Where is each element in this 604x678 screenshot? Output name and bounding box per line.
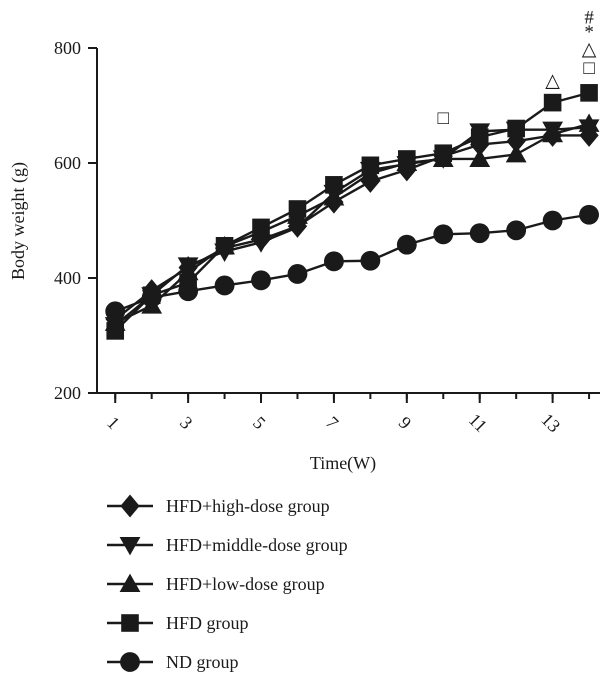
data-point	[252, 218, 270, 237]
legend-marker	[120, 652, 140, 672]
x-tick-label: 7	[322, 413, 343, 434]
data-point	[506, 220, 527, 241]
legend-label: ND group	[166, 652, 239, 672]
x-tick-label: 5	[249, 413, 270, 434]
y-tick-label: 800	[54, 38, 81, 58]
legend: HFD+high-dose group HFD+middle-dose group…	[107, 494, 348, 672]
significance-mark: #	[584, 7, 594, 28]
legend-label: HFD group	[166, 613, 249, 633]
x-tick-label: 3	[176, 413, 197, 434]
x-tick-label: 9	[395, 413, 416, 434]
data-point	[505, 143, 527, 163]
data-point	[324, 251, 344, 272]
data-point	[323, 187, 345, 206]
data-point	[542, 123, 564, 143]
data-point	[287, 219, 308, 238]
legend-item: HFD+high-dose group	[107, 494, 330, 518]
data-point	[288, 200, 307, 218]
data-point	[141, 287, 162, 308]
significance-mark: □	[438, 108, 450, 129]
legend-marker	[119, 573, 141, 592]
legend-marker	[121, 614, 139, 632]
series-square	[106, 84, 598, 340]
x-ticks: 1 3 5 7 9 11 13	[103, 393, 591, 436]
significance-mark: □	[583, 58, 595, 79]
legend-marker	[120, 494, 140, 518]
data-point	[433, 224, 454, 245]
data-point	[361, 156, 380, 175]
significance-mark: △	[582, 39, 597, 60]
legend-item: ND group	[107, 652, 239, 672]
x-tick-label: 11	[465, 410, 491, 436]
x-tick-label: 13	[537, 409, 564, 436]
significance-mark: *	[584, 22, 594, 43]
legend-item: HFD+middle-dose group	[107, 535, 348, 556]
y-tick-label: 600	[54, 153, 81, 173]
data-point	[215, 237, 234, 255]
data-point	[542, 210, 563, 231]
data-point	[106, 322, 125, 340]
data-point	[470, 128, 489, 146]
data-point	[251, 270, 271, 291]
series-triangle-up	[104, 113, 600, 331]
data-point	[469, 148, 491, 167]
legend-item: HFD group	[107, 613, 249, 633]
data-point	[469, 223, 490, 244]
data-point	[543, 93, 562, 112]
data-point	[578, 113, 600, 132]
y-tick-label: 200	[54, 383, 81, 403]
legend-label: HFD+middle-dose group	[166, 535, 348, 555]
legend-label: HFD+high-dose group	[166, 496, 330, 516]
significance-mark: △	[545, 71, 560, 92]
series-circle	[105, 204, 599, 322]
y-tick-label: 400	[54, 268, 81, 288]
x-tick-label: 1	[103, 413, 124, 434]
data-point	[360, 250, 381, 271]
y-ticks: 200 400 600 800	[54, 38, 97, 403]
x-axis-label: Time(W)	[310, 453, 376, 474]
legend-label: HFD+low-dose group	[166, 574, 325, 594]
data-point	[398, 150, 416, 168]
y-axis-label: Body weight (g)	[8, 162, 29, 280]
data-point	[507, 119, 525, 138]
significance-annotations: □△□△*#	[438, 7, 597, 129]
data-point	[434, 144, 453, 163]
data-point	[396, 234, 417, 255]
legend-item: HFD+low-dose group	[107, 573, 325, 594]
data-point	[579, 204, 599, 225]
data-point	[105, 301, 126, 322]
data-point	[325, 176, 343, 194]
data-point	[178, 281, 199, 302]
data-point	[580, 84, 598, 102]
legend-marker	[119, 537, 141, 556]
data-point	[214, 275, 235, 296]
data-point	[287, 264, 308, 284]
series-layer	[104, 84, 600, 340]
